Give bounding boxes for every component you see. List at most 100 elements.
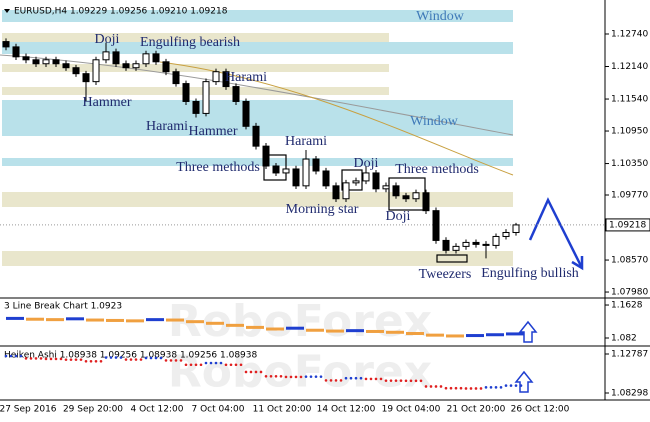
heiken-ashi-dot bbox=[144, 356, 148, 360]
candle-body bbox=[432, 210, 440, 241]
candle-body bbox=[372, 172, 380, 190]
candle-body bbox=[352, 180, 360, 184]
line-break-block bbox=[6, 316, 24, 320]
indicator-name: Heiken Ashi 1.08938 1.09256 1.08938 1.09… bbox=[4, 351, 258, 361]
candle-body bbox=[242, 100, 250, 127]
candle-body bbox=[202, 81, 210, 114]
zone bbox=[2, 33, 389, 44]
annotation: Morning star bbox=[286, 202, 359, 217]
candle-body bbox=[72, 67, 80, 75]
candle-body bbox=[462, 241, 470, 247]
heiken-ashi-dot bbox=[274, 375, 278, 378]
line-break-block bbox=[186, 320, 204, 324]
annotation: Window bbox=[416, 9, 465, 24]
y-tick-label: 1.08570 bbox=[611, 256, 648, 266]
zones bbox=[2, 10, 513, 266]
candle-body bbox=[222, 71, 230, 88]
line-break-block bbox=[86, 318, 104, 322]
annotation: Three methods bbox=[395, 162, 479, 177]
heiken-ashi-dot bbox=[134, 358, 138, 361]
candle-body bbox=[262, 145, 270, 167]
y-tick-label: 1.10350 bbox=[611, 159, 648, 169]
heiken-ashi-dot bbox=[99, 359, 103, 363]
candle-body bbox=[92, 59, 100, 83]
candle-body bbox=[82, 73, 90, 83]
zone bbox=[2, 87, 389, 95]
zone bbox=[2, 192, 513, 207]
moving-average bbox=[0, 54, 514, 136]
annotation: Doji bbox=[95, 32, 120, 47]
heiken-ashi-dot bbox=[119, 356, 123, 359]
annotation: Harami bbox=[225, 70, 267, 85]
heiken-ashi-dot bbox=[149, 356, 153, 360]
line-break-block bbox=[66, 317, 84, 321]
annotation: Hammer bbox=[189, 124, 238, 139]
candle-body bbox=[62, 63, 70, 69]
candle-body bbox=[322, 170, 330, 187]
zone bbox=[2, 10, 513, 22]
watermark: RoboForex bbox=[168, 347, 432, 398]
zone bbox=[2, 251, 513, 266]
heiken-ashi-dot bbox=[484, 386, 488, 389]
heiken-ashi-dot bbox=[164, 359, 168, 362]
x-tick-label: 7 Oct 04:00 bbox=[192, 405, 245, 415]
heiken-ashi-dot bbox=[409, 379, 413, 383]
candle-body bbox=[182, 83, 190, 102]
candle-body bbox=[282, 168, 290, 174]
candle-body bbox=[32, 59, 40, 65]
line-break-block bbox=[266, 327, 284, 331]
heiken-ashi-dot bbox=[364, 377, 368, 381]
candle-body bbox=[342, 182, 350, 200]
heiken-ashi-dot bbox=[474, 387, 478, 390]
chart-title: EURUSD,H4 1.09229 1.09256 1.09210 1.0921… bbox=[14, 7, 228, 17]
line-break-block bbox=[326, 329, 344, 333]
heiken-ashi-dot bbox=[479, 387, 483, 390]
annotation: Harami bbox=[146, 119, 188, 134]
annotation: Harami bbox=[285, 134, 327, 149]
heiken-ashi-dot bbox=[299, 375, 303, 379]
x-tick-label: 29 Sep 20:00 bbox=[63, 405, 123, 415]
heiken-ashi-dot bbox=[244, 370, 248, 374]
heiken-ashi-dot bbox=[179, 359, 183, 362]
heiken-ashi-dot bbox=[514, 384, 518, 387]
y-tick-label: 1.12140 bbox=[611, 62, 648, 72]
candle-body bbox=[212, 71, 220, 83]
x-tick-label: 4 Oct 12:00 bbox=[131, 405, 184, 415]
candle-body bbox=[22, 56, 30, 61]
candle-body bbox=[392, 185, 400, 197]
candle-body bbox=[362, 172, 370, 182]
heiken-ashi-dot bbox=[444, 386, 448, 390]
pattern-box bbox=[341, 169, 363, 191]
heiken-ashi-dot bbox=[434, 385, 438, 388]
heiken-ashi-dot bbox=[269, 375, 273, 378]
y-tick-label: 1.1628 bbox=[611, 301, 643, 311]
candle-body bbox=[252, 125, 260, 147]
annotation: Window bbox=[410, 114, 459, 129]
candle-body bbox=[382, 185, 390, 190]
heiken-ashi-dot bbox=[419, 379, 423, 383]
candle-body bbox=[272, 165, 280, 174]
line-break-block bbox=[366, 329, 384, 333]
heiken-ashi-dot bbox=[34, 357, 38, 360]
candle-body bbox=[192, 100, 200, 114]
line-break-block bbox=[346, 329, 364, 333]
y-tick-label: 1.10950 bbox=[611, 127, 648, 137]
candle-body bbox=[472, 241, 480, 245]
heiken-ashi-dot bbox=[294, 375, 298, 379]
line-break-block bbox=[146, 318, 164, 322]
candle-body bbox=[52, 59, 60, 65]
frame bbox=[0, 0, 650, 401]
x-tick-label: 27 Sep 2016 bbox=[0, 405, 57, 415]
heiken-ashi-dot bbox=[14, 354, 18, 358]
candle-body bbox=[502, 232, 510, 237]
watermark: RoboForex bbox=[168, 296, 432, 347]
heiken-ashi-dot bbox=[79, 358, 83, 361]
y-tick-label: 1.09770 bbox=[611, 190, 648, 200]
line-break-block bbox=[26, 317, 44, 321]
heiken-ashi-dot bbox=[229, 363, 233, 367]
line-break-block bbox=[466, 334, 484, 338]
heiken-ashi-dot bbox=[519, 384, 523, 387]
heiken-ashi-dot bbox=[169, 359, 173, 362]
candle-body bbox=[42, 59, 50, 65]
annotation: Hammer bbox=[83, 95, 132, 110]
